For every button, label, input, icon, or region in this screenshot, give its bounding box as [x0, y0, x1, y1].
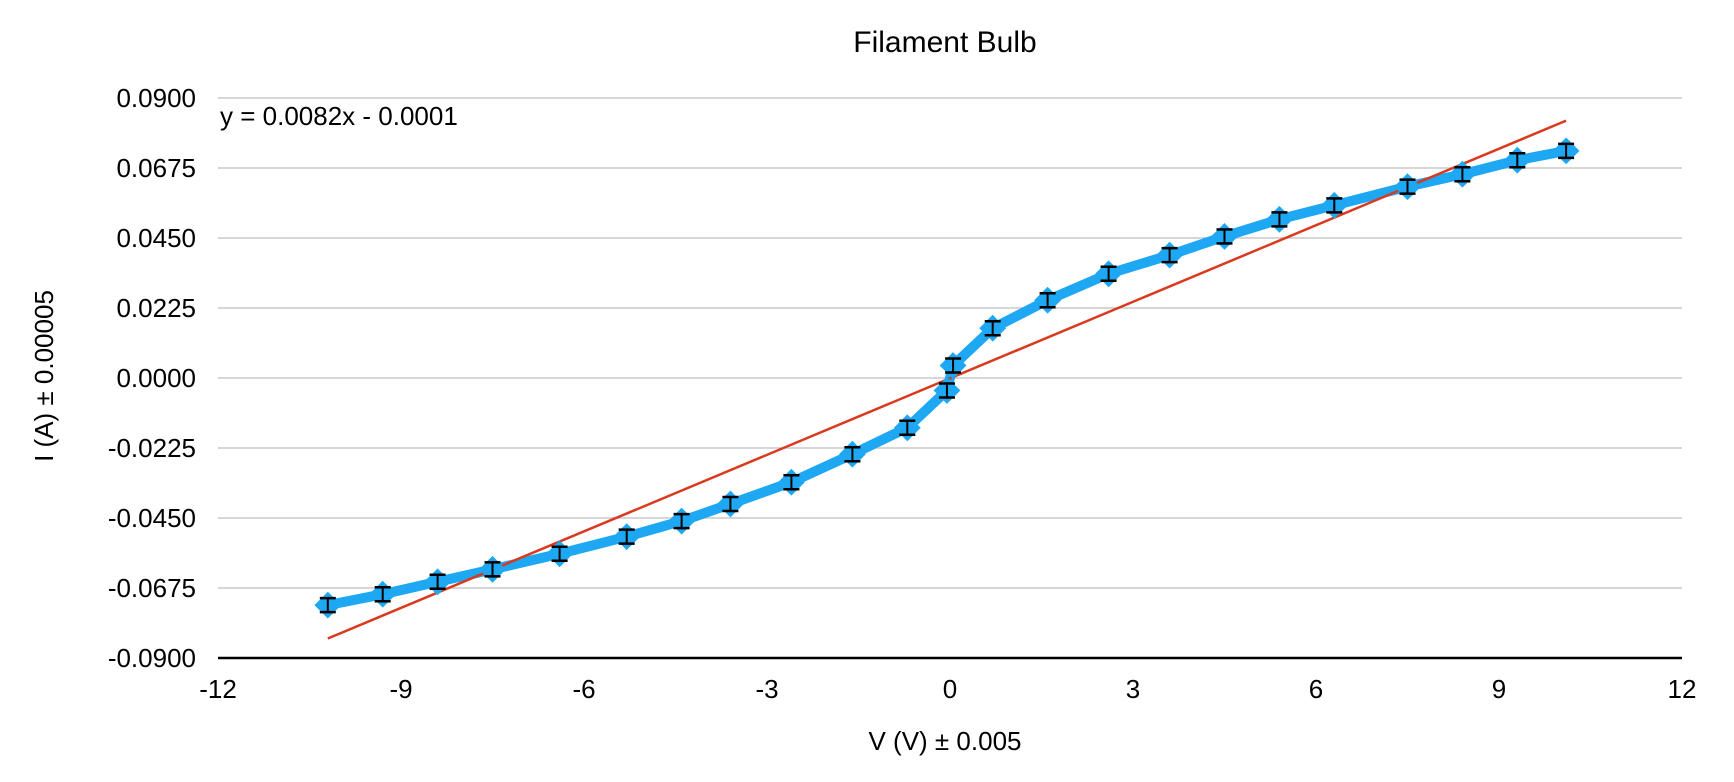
- y-tick-label: 0.0900: [116, 83, 196, 113]
- error-bar: [844, 445, 861, 463]
- y-tick-label: 0.0675: [116, 153, 196, 183]
- x-tick-label: 12: [1668, 674, 1697, 704]
- error-bar: [1399, 178, 1416, 195]
- error-bar: [374, 585, 391, 603]
- error-bar: [984, 319, 1001, 337]
- y-tick-label: -0.0225: [108, 433, 196, 463]
- error-bar: [722, 495, 739, 513]
- error-bar: [1326, 197, 1343, 214]
- error-bar: [319, 596, 336, 614]
- x-tick-label: -6: [572, 674, 595, 704]
- y-tick-label: -0.0450: [108, 503, 196, 533]
- error-bar: [618, 528, 635, 545]
- error-bar: [1271, 211, 1288, 228]
- error-bar: [1161, 246, 1178, 264]
- x-tick-label: -12: [199, 674, 237, 704]
- chart-title: Filament Bulb: [853, 26, 1036, 59]
- error-bar: [783, 473, 800, 491]
- series-layer: [314, 119, 1580, 640]
- axis-layer: 0.0900 0.0675 0.0450 0.0225 0.0000 -0.0225 -0.…: [108, 83, 1697, 704]
- error-bar: [484, 561, 501, 578]
- trendline-equation-label: y = 0.0082x - 0.0001: [220, 101, 458, 131]
- error-bar: [899, 419, 916, 437]
- x-tick-label: 6: [1309, 674, 1323, 704]
- x-tick-label: 0: [943, 674, 957, 704]
- x-tick-label: -9: [389, 674, 412, 704]
- x-tick-label: 9: [1492, 674, 1506, 704]
- error-bar: [1509, 151, 1526, 169]
- error-bar: [1454, 165, 1471, 183]
- x-tick-label: -3: [755, 674, 778, 704]
- error-bar: [1039, 291, 1056, 309]
- error-bar: [1100, 265, 1117, 283]
- error-bar: [1216, 228, 1233, 245]
- y-axis-label: I (A) ± 0.00005: [29, 290, 59, 462]
- y-tick-label: -0.0900: [108, 643, 196, 673]
- error-bar: [1558, 142, 1575, 160]
- x-tick-label: 3: [1126, 674, 1140, 704]
- error-bar: [673, 512, 690, 530]
- error-bar: [945, 357, 962, 374]
- error-bar: [551, 545, 568, 563]
- y-tick-label: 0.0450: [116, 223, 196, 253]
- x-axis-label: V (V) ± 0.005: [868, 726, 1021, 756]
- y-tick-label: 0.0225: [116, 293, 196, 323]
- error-bar: [938, 382, 955, 399]
- y-tick-label: -0.0675: [108, 573, 196, 603]
- y-tick-label: 0.0000: [116, 363, 196, 393]
- error-bar: [429, 573, 446, 591]
